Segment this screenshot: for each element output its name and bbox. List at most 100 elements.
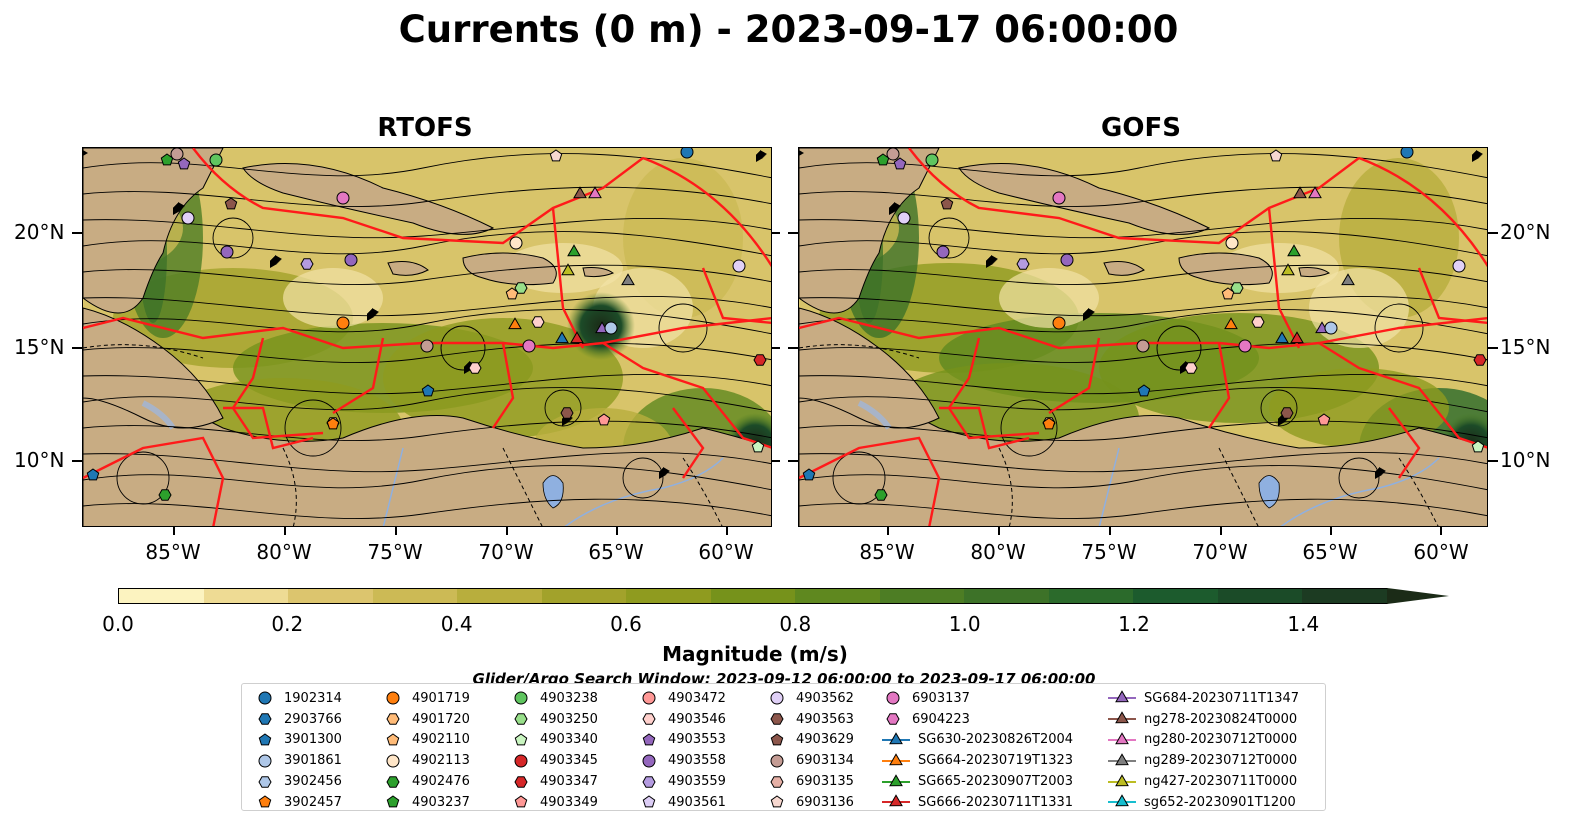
hexagon-observation-marker[interactable] [300,258,314,270]
triangle-observation-marker[interactable] [1224,317,1238,330]
pentagon-observation-marker[interactable] [505,287,519,300]
streamline-arrow [659,471,666,479]
streamline-arrow [756,154,763,162]
circle-observation-marker[interactable] [509,236,523,250]
colorbar-segment [1217,589,1303,603]
circle-observation-marker[interactable] [1052,191,1066,205]
pentagon-marker-icon [642,795,656,808]
hexagon-observation-marker[interactable] [560,407,574,419]
legend-item-label: SG664-20230719T1323 [918,753,1074,769]
hexagon-marker-icon [514,775,528,788]
circle-observation-marker[interactable] [170,148,184,161]
circle-observation-marker[interactable] [1324,321,1338,335]
hexagon-observation-marker[interactable] [753,354,767,366]
streamline-eddy [116,451,170,505]
circle-observation-marker[interactable] [1400,148,1414,159]
hexagon-observation-marker[interactable] [1230,282,1244,294]
circle-observation-marker[interactable] [936,245,950,259]
pentagon-observation-marker[interactable] [940,197,954,210]
hexagon-observation-marker[interactable] [1280,407,1294,419]
land-yucatan [83,148,224,314]
triangle-observation-marker[interactable] [573,186,587,199]
hexagon-observation-marker[interactable] [468,362,482,374]
pentagon-observation-marker[interactable] [597,413,611,426]
triangle-observation-marker[interactable] [1275,331,1289,344]
streamline [799,153,1487,179]
hexagon-observation-marker[interactable] [1184,362,1198,374]
triangle-observation-marker[interactable] [1290,331,1304,344]
circle-observation-marker[interactable] [181,211,195,225]
rtofs-map[interactable] [82,147,772,527]
circle-observation-marker[interactable] [1060,253,1074,267]
triangle-observation-marker[interactable] [588,186,602,199]
circle-observation-marker[interactable] [680,148,694,159]
circle-observation-marker[interactable] [1136,339,1150,353]
triangle-observation-marker[interactable] [555,331,569,344]
circle-observation-marker[interactable] [732,259,746,273]
circle-observation-marker[interactable] [344,253,358,267]
pentagon-observation-marker[interactable] [224,197,238,210]
circle-observation-marker[interactable] [1225,236,1239,250]
circle-observation-marker[interactable] [1452,259,1466,273]
lon-tick [726,527,728,535]
streamline-eddy [1000,399,1058,457]
circle-observation-marker[interactable] [220,245,234,259]
circle-observation-marker[interactable] [897,211,911,225]
pentagon-observation-marker[interactable] [802,468,816,481]
pentagon-observation-marker[interactable] [177,157,191,170]
triangle-observation-marker[interactable] [561,263,575,276]
circle-observation-marker[interactable] [336,316,350,330]
triangle-observation-marker[interactable] [508,317,522,330]
pentagon-observation-marker[interactable] [549,149,563,162]
hexagon-observation-marker[interactable] [531,316,545,328]
colorbar-segment [1302,589,1387,603]
pentagon-observation-marker[interactable] [1269,149,1283,162]
pentagon-observation-marker[interactable] [421,384,435,397]
current-magnitude-map [83,148,771,526]
legend-item: ng289-20230712T0000 [1108,750,1299,771]
pentagon-observation-marker[interactable] [893,157,907,170]
triangle-observation-marker[interactable] [570,331,584,344]
hexagon-observation-marker[interactable] [1251,316,1265,328]
pentagon-observation-marker[interactable] [1471,440,1485,453]
legend-item: ng280-20230712T0000 [1108,730,1299,751]
circle-observation-marker[interactable] [1052,316,1066,330]
triangle-observation-marker[interactable] [1287,244,1301,257]
hexagon-observation-marker[interactable] [1016,258,1030,270]
pentagon-observation-marker[interactable] [1221,287,1235,300]
triangle-observation-marker[interactable] [1281,263,1295,276]
land-jamaica [1103,261,1145,276]
legend-item: 6903135 [766,771,854,792]
hexagon-observation-marker[interactable] [514,282,528,294]
pentagon-observation-marker[interactable] [1042,417,1056,430]
pentagon-observation-marker[interactable] [86,468,100,481]
colorbar-segment [541,589,627,603]
hexagon-observation-marker[interactable] [874,489,888,501]
triangle-observation-marker[interactable] [1293,186,1307,199]
circle-marker-icon [514,754,528,768]
colorbar-segment [457,589,542,603]
circle-observation-marker[interactable] [886,148,900,161]
circle-observation-marker[interactable] [420,339,434,353]
streamline-arrow [1472,154,1479,162]
circle-observation-marker[interactable] [604,321,618,335]
pentagon-observation-marker[interactable] [751,440,765,453]
circle-observation-marker[interactable] [209,153,223,167]
circle-observation-marker[interactable] [925,153,939,167]
streamline-arrow [1083,313,1090,321]
pentagon-observation-marker[interactable] [1137,384,1151,397]
pentagon-observation-marker[interactable] [326,417,340,430]
legend-item: SG666-20230711T1331 [882,792,1073,813]
triangle-marker-icon [1108,690,1136,703]
pentagon-observation-marker[interactable] [1317,413,1331,426]
triangle-observation-marker[interactable] [1308,186,1322,199]
hexagon-observation-marker[interactable] [1473,354,1487,366]
triangle-observation-marker[interactable] [1341,273,1355,286]
circle-observation-marker[interactable] [522,339,536,353]
hexagon-observation-marker[interactable] [158,489,172,501]
gofs-map[interactable] [798,147,1488,527]
triangle-observation-marker[interactable] [567,244,581,257]
circle-observation-marker[interactable] [1238,339,1252,353]
triangle-observation-marker[interactable] [621,273,635,286]
circle-observation-marker[interactable] [336,191,350,205]
